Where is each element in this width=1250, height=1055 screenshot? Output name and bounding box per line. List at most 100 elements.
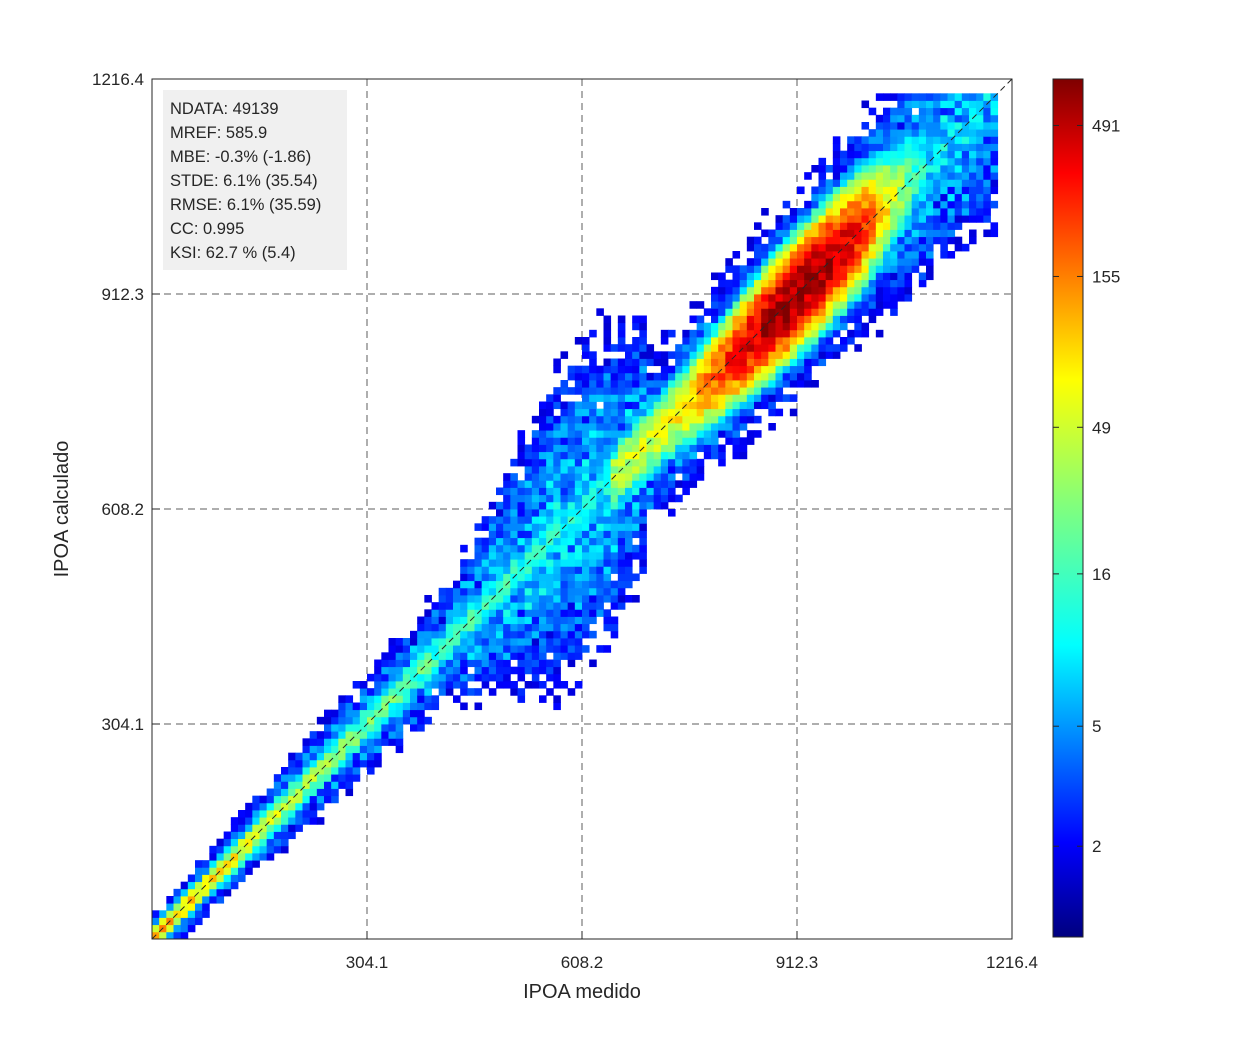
density-cell — [324, 724, 332, 732]
density-cell — [969, 143, 977, 152]
density-cell — [273, 824, 282, 832]
density-cell — [496, 659, 504, 668]
density-cell — [983, 215, 991, 223]
density-cell — [517, 573, 526, 582]
density-cell — [524, 595, 533, 603]
density-cell — [718, 337, 726, 345]
density-cell — [804, 301, 812, 309]
density-cell — [754, 265, 762, 273]
density-cell — [632, 523, 640, 531]
density-cell — [238, 874, 246, 883]
density-cell — [553, 537, 561, 546]
density-cell — [675, 387, 683, 395]
density-cell — [897, 279, 905, 288]
density-cell — [539, 516, 547, 524]
density-cell — [897, 193, 905, 202]
density-cell — [675, 351, 683, 359]
density-cell — [503, 487, 511, 496]
density-cell — [417, 681, 425, 689]
density-cell — [789, 329, 798, 338]
density-cell — [582, 516, 590, 524]
density-cell — [811, 243, 819, 252]
density-cell — [438, 616, 447, 625]
density-cell — [875, 186, 884, 195]
density-cell — [173, 896, 182, 904]
density-cell — [553, 602, 561, 610]
density-cell — [718, 272, 726, 281]
density-cell — [761, 243, 769, 252]
density-cell — [689, 415, 698, 424]
density-cell — [868, 301, 877, 309]
density-cell — [374, 709, 382, 718]
density-cell — [431, 623, 440, 632]
density-cell — [388, 659, 397, 668]
y-tick-label: 608.2 — [101, 500, 144, 519]
density-cell — [875, 150, 884, 159]
y-tick-label: 1216.4 — [92, 70, 144, 89]
density-cell — [725, 329, 733, 338]
density-cell — [890, 251, 898, 259]
density-cell — [481, 645, 490, 653]
density-cell — [273, 802, 282, 811]
density-cell — [632, 473, 640, 481]
density-cell — [195, 860, 203, 868]
density-cell — [639, 487, 647, 496]
density-cell — [782, 380, 791, 388]
density-cell — [746, 437, 755, 445]
density-cell — [818, 215, 827, 223]
density-cell — [976, 172, 984, 180]
density-cell — [402, 673, 411, 682]
density-cell — [302, 795, 311, 804]
density-cell — [395, 709, 404, 718]
density-cell — [603, 501, 612, 510]
density-cell — [789, 215, 798, 223]
density-cell — [438, 652, 447, 660]
density-cell — [754, 222, 762, 230]
density-cell — [316, 759, 325, 768]
density-cell — [524, 652, 533, 660]
density-cell — [503, 566, 511, 574]
density-cell — [632, 544, 640, 553]
density-cell — [610, 494, 619, 503]
density-cell — [739, 372, 748, 381]
density-cell — [954, 172, 963, 180]
density-cell — [847, 179, 855, 187]
density-cell — [510, 458, 518, 467]
density-cell — [273, 788, 282, 797]
density-cell — [761, 344, 769, 352]
density-cell — [775, 329, 784, 338]
density-cell — [524, 681, 533, 689]
density-cell — [696, 322, 705, 331]
density-cell — [259, 831, 268, 840]
density-cell — [510, 509, 518, 517]
density-cell — [539, 423, 547, 431]
density-cell — [524, 537, 533, 546]
density-cell — [653, 451, 662, 460]
density-cell — [281, 817, 289, 825]
density-cell — [625, 544, 633, 553]
density-cell — [374, 702, 382, 711]
density-cell — [302, 788, 311, 797]
density-cell — [567, 645, 576, 653]
density-cell — [524, 523, 533, 531]
density-cell — [854, 208, 862, 216]
density-cell — [474, 566, 483, 574]
density-cell — [531, 530, 540, 539]
density-cell — [531, 509, 540, 517]
density-cell — [410, 716, 418, 725]
density-cell — [553, 638, 561, 646]
density-cell — [933, 143, 941, 152]
density-cell — [460, 580, 468, 589]
density-cell — [696, 430, 705, 438]
density-cell — [797, 279, 805, 288]
density-cell — [875, 200, 884, 209]
density-cell — [531, 480, 540, 488]
density-cell — [488, 645, 497, 653]
density-cell — [352, 759, 361, 768]
density-cell — [295, 817, 303, 825]
density-cell — [746, 415, 755, 424]
density-cell — [818, 308, 827, 316]
density-cell — [804, 294, 812, 302]
density-cell — [732, 365, 741, 374]
density-cell — [367, 709, 375, 718]
